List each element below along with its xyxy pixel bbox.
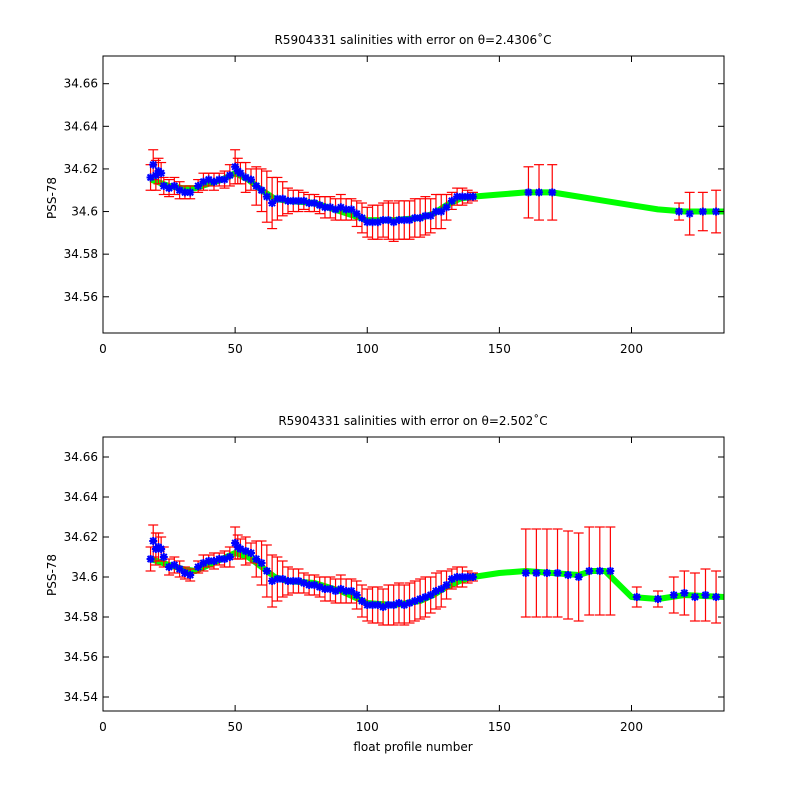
chart-title: R5904331 salinities with error on θ=2.43… [275, 32, 552, 47]
x-tick-label: 50 [227, 720, 242, 734]
x-tick-label: 50 [227, 342, 242, 356]
y-tick-label: 34.56 [64, 290, 98, 304]
data-point [532, 569, 541, 577]
data-point [170, 561, 179, 569]
data-point [712, 593, 721, 601]
point-layer [146, 160, 721, 227]
tick-layer: 0 50 100 150 200 34.56 34.58 34.6 34.62 34.64 34.6… [64, 56, 724, 356]
data-point [262, 567, 271, 575]
data-point [675, 207, 684, 216]
data-point [524, 188, 533, 197]
data-point [180, 569, 189, 577]
data-point [186, 571, 195, 579]
data-point [149, 537, 158, 545]
x-tick-label: 100 [356, 720, 379, 734]
chart-bottom: R5904331 salinities with error on θ=2.50… [45, 413, 725, 754]
data-point [246, 549, 255, 557]
y-tick-label: 34.66 [64, 450, 98, 464]
data-point [564, 571, 573, 579]
x-tick-label: 200 [620, 720, 643, 734]
data-point [262, 192, 271, 201]
plot-frame [102, 436, 725, 712]
data-point [246, 175, 255, 184]
data-point [157, 545, 166, 553]
data-point [442, 203, 451, 212]
tick-layer: 0 50 100 150 200 34.54 34.56 34.58 34.6 34.62 34.6… [64, 437, 724, 734]
data-point [146, 555, 155, 563]
error-bar-layer [145, 149, 722, 242]
data-point [669, 591, 678, 599]
y-tick-label: 34.58 [64, 247, 98, 261]
data-point [442, 581, 451, 589]
point-layer [146, 537, 721, 611]
x-tick-label: 0 [99, 720, 107, 734]
data-point [701, 591, 710, 599]
data-point [257, 186, 266, 195]
error-bar-layer [145, 524, 722, 626]
data-point [186, 188, 195, 197]
data-point [548, 188, 557, 197]
data-point [149, 160, 158, 169]
data-point [632, 593, 641, 601]
data-point [606, 567, 615, 575]
data-point [468, 192, 477, 201]
data-point [209, 557, 218, 565]
y-tick-label: 34.66 [64, 77, 98, 91]
data-point [225, 553, 234, 561]
data-point [685, 209, 694, 218]
y-tick-label: 34.64 [64, 119, 98, 133]
y-tick-label: 34.62 [64, 162, 98, 176]
y-tick-label: 34.6 [71, 570, 98, 584]
x-axis-label: float profile number [353, 740, 472, 754]
data-point [159, 553, 168, 561]
data-point [542, 569, 551, 577]
data-point [257, 559, 266, 567]
data-point [157, 169, 166, 178]
data-point [653, 595, 662, 603]
data-point [468, 573, 477, 581]
data-point [680, 589, 689, 597]
data-point [225, 171, 234, 180]
y-tick-label: 34.64 [64, 490, 98, 504]
plot-frame [102, 55, 725, 334]
data-point [690, 593, 699, 601]
data-point [535, 188, 544, 197]
chart-top: R5904331 salinities with error on θ=2.43… [45, 32, 725, 356]
x-tick-label: 200 [620, 342, 643, 356]
chart-title: R5904331 salinities with error on θ=2.50… [278, 413, 547, 428]
x-tick-label: 150 [488, 720, 511, 734]
x-tick-label: 0 [99, 342, 107, 356]
data-point [553, 569, 562, 577]
y-tick-label: 34.6 [71, 205, 98, 219]
x-tick-label: 100 [356, 342, 379, 356]
y-tick-label: 34.56 [64, 650, 98, 664]
y-axis-label: PSS-78 [45, 554, 59, 596]
data-point [521, 569, 530, 577]
y-axis-label: PSS-78 [45, 177, 59, 219]
data-point [585, 567, 594, 575]
y-tick-label: 34.54 [64, 690, 98, 704]
y-tick-label: 34.62 [64, 530, 98, 544]
data-point [595, 567, 604, 575]
data-point [698, 207, 707, 216]
y-tick-label: 34.58 [64, 610, 98, 624]
data-point [574, 573, 583, 581]
x-tick-label: 150 [488, 342, 511, 356]
data-point [352, 591, 361, 599]
